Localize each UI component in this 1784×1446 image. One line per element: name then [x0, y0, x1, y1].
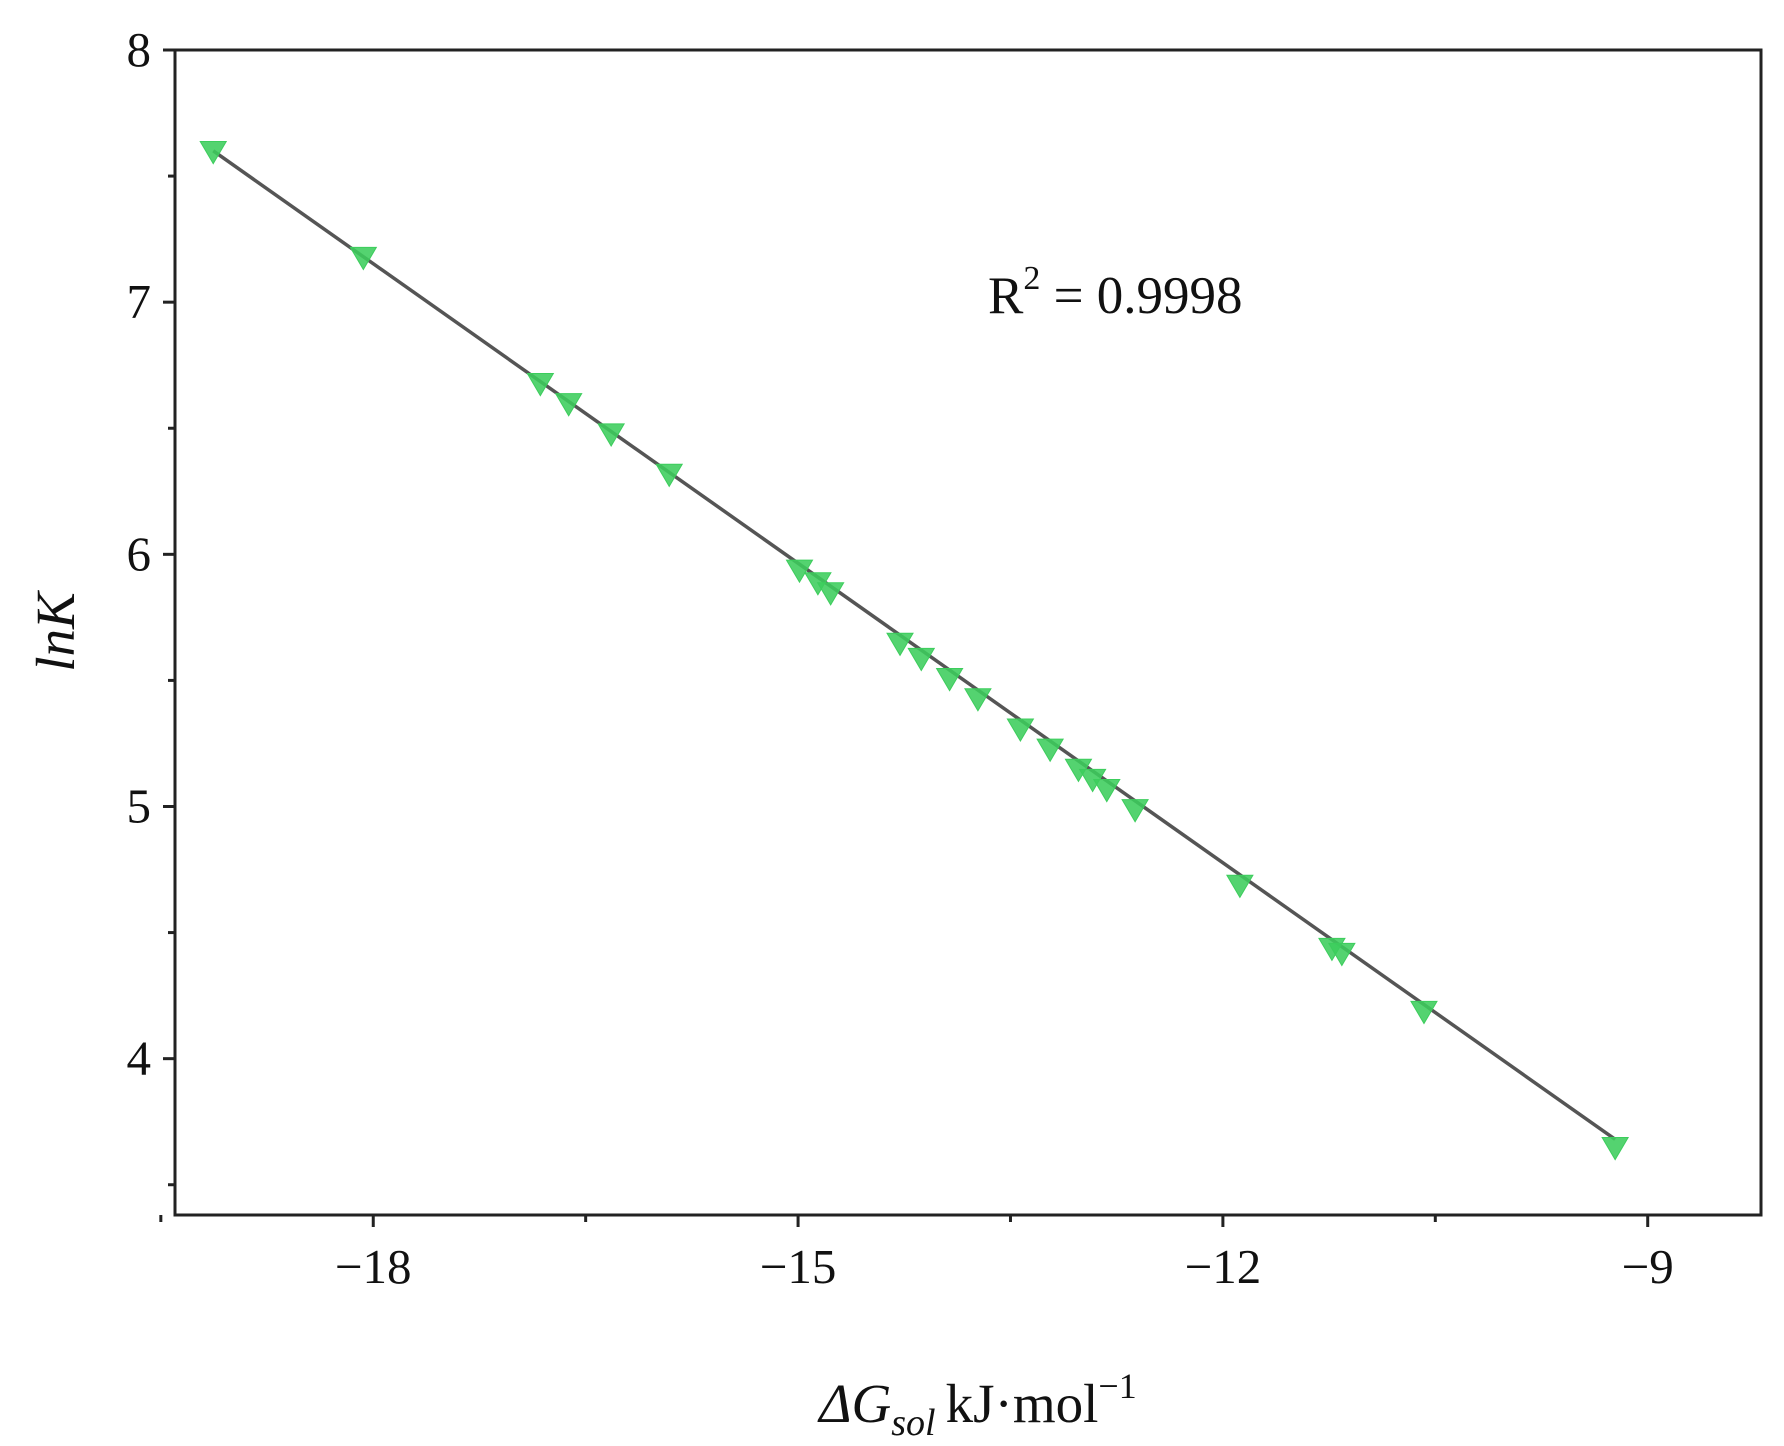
y-tick-label: 5 [127, 778, 152, 833]
x-axis-unit: kJ·mol [946, 1373, 1099, 1434]
data-point [597, 423, 626, 448]
data-point [1410, 1000, 1438, 1025]
y-tick-label: 4 [127, 1031, 152, 1086]
data-point [935, 668, 964, 692]
data-point [1601, 1137, 1630, 1161]
data-point [655, 463, 684, 488]
y-axis-title: lnK [25, 589, 86, 672]
r-squared-value: = 0.9998 [1040, 267, 1242, 325]
y-tick-label: 6 [127, 526, 152, 581]
x-axis-title: ΔGsol kJ·mol−1 [817, 1366, 1136, 1444]
x-tick-label: −18 [335, 1239, 412, 1294]
y-tick-label: 7 [127, 274, 152, 329]
r-squared-superscript: 2 [1023, 260, 1040, 297]
data-point [964, 688, 992, 712]
data-point [349, 246, 378, 271]
data-point [554, 393, 583, 417]
regression-line [212, 149, 1617, 1141]
y-axis-ticks: 4 5 6 7 8 [127, 22, 175, 1187]
data-point [526, 372, 555, 397]
data-point [1226, 874, 1254, 899]
data-point [1327, 942, 1356, 967]
data-point [816, 582, 845, 606]
data-point [1121, 799, 1149, 823]
data-point [1006, 718, 1035, 743]
x-axis-subscript: sol [891, 1402, 935, 1444]
x-tick-label: −9 [1622, 1239, 1674, 1294]
data-point [886, 632, 914, 657]
y-tick-label: 8 [127, 22, 152, 77]
data-point [907, 647, 936, 672]
x-axis-ticks: −18 −15 −12 −9 [159, 1215, 1674, 1294]
data-points [199, 141, 1630, 1161]
r-squared-annotation: R2 = 0.9998 [988, 260, 1243, 325]
data-point [1092, 778, 1121, 803]
x-axis-symbol: ΔG [817, 1373, 891, 1434]
x-axis-unit-exponent: −1 [1098, 1366, 1136, 1406]
data-point [1036, 738, 1065, 763]
x-tick-label: −12 [1185, 1239, 1262, 1294]
plot-frame [173, 48, 1763, 1217]
data-point [199, 141, 228, 165]
data-point [785, 559, 814, 584]
x-tick-label: −15 [760, 1239, 837, 1294]
